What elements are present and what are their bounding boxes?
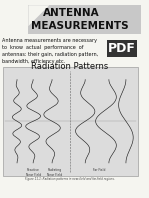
- Polygon shape: [28, 5, 49, 26]
- Text: ANTENNA: ANTENNA: [43, 8, 99, 18]
- FancyBboxPatch shape: [107, 40, 137, 57]
- Text: Radiating
Near Field: Radiating Near Field: [47, 168, 62, 177]
- Text: Far Field: Far Field: [93, 168, 106, 172]
- FancyBboxPatch shape: [28, 5, 141, 34]
- Text: Antenna measurements are necessary
to  know  actual  performance  of
antennas: t: Antenna measurements are necessary to kn…: [2, 38, 98, 64]
- FancyBboxPatch shape: [3, 67, 138, 176]
- Text: PDF: PDF: [108, 42, 136, 55]
- Text: Figure 11-1: Radiation patterns in near-field and far-field regions.: Figure 11-1: Radiation patterns in near-…: [25, 177, 115, 181]
- Text: Reactive
Near Field: Reactive Near Field: [26, 168, 41, 177]
- Text: MEASUREMENTS: MEASUREMENTS: [31, 21, 129, 31]
- Text: Radiation Patterns: Radiation Patterns: [31, 62, 109, 71]
